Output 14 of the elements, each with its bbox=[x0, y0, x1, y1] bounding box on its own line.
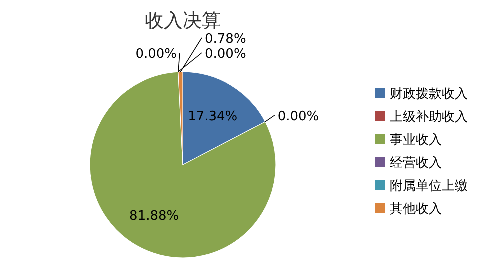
pie-slice bbox=[90, 72, 276, 258]
data-label: 81.88% bbox=[130, 209, 180, 224]
data-label: 0.78% bbox=[205, 32, 246, 47]
text: 0.00% bbox=[278, 109, 320, 124]
chart-title: 收入决算 bbox=[145, 10, 221, 32]
legend-label: 财政拨款收入 bbox=[390, 87, 468, 102]
legend-label: 经营收入 bbox=[390, 156, 442, 171]
legend-label: 事业收入 bbox=[390, 133, 442, 148]
text: 0.00% bbox=[205, 47, 246, 62]
legend-label: 上级补助收入 bbox=[390, 110, 468, 125]
legend-label: 附属单位上缴 bbox=[390, 179, 468, 194]
data-label: 17.34% bbox=[188, 110, 238, 125]
legend-label: 其他收入 bbox=[390, 202, 442, 217]
text: 0.00% bbox=[136, 47, 177, 62]
